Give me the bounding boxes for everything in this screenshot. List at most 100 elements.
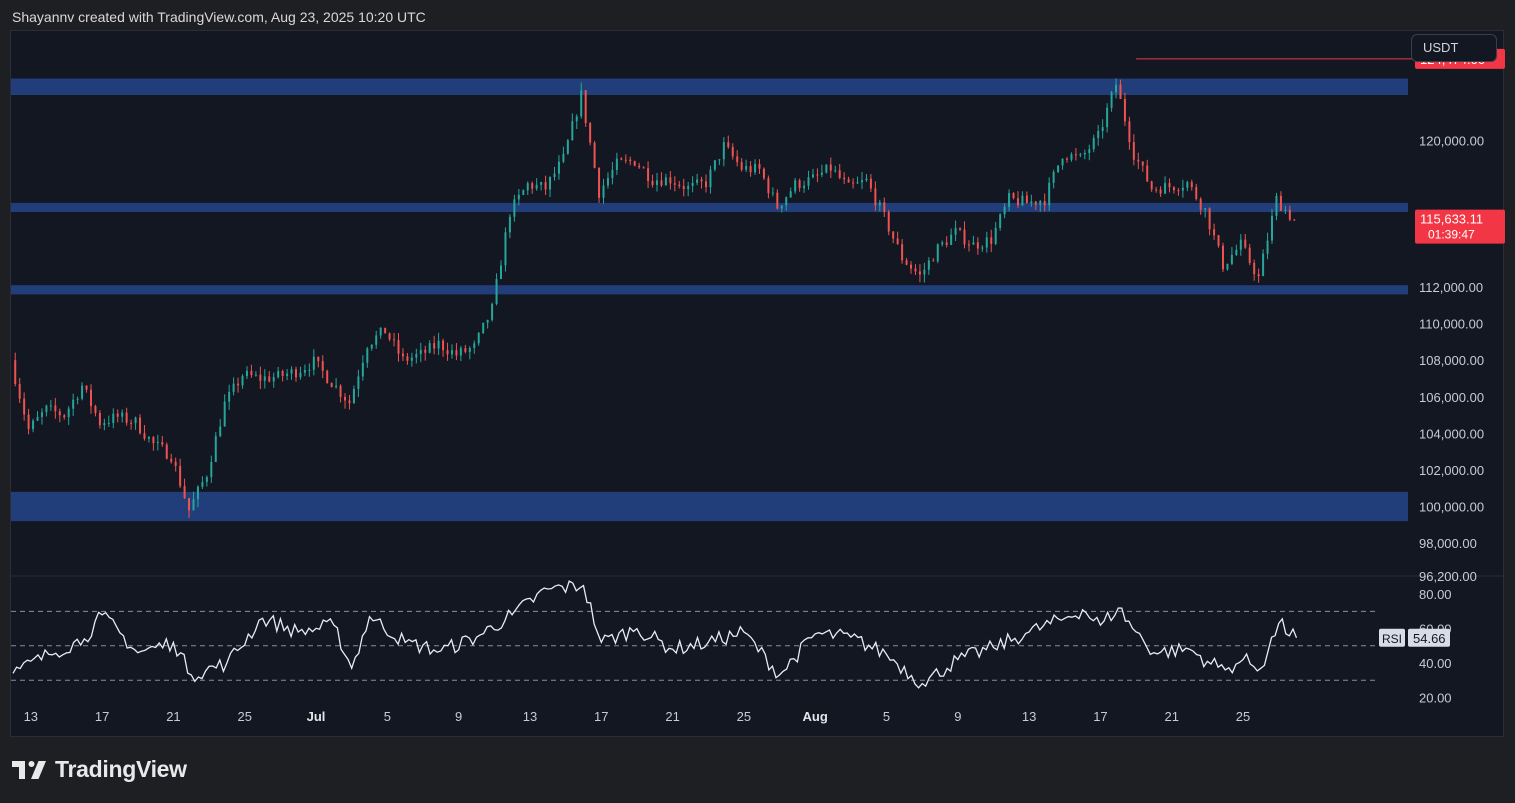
candle-body xyxy=(125,412,128,423)
candle-body xyxy=(344,396,347,401)
candle-body xyxy=(856,182,859,184)
candle-body xyxy=(1137,159,1140,162)
candle-body xyxy=(1150,181,1153,190)
price-axis-tick: 102,000.00 xyxy=(1419,463,1484,478)
price-axis-tick: 110,000.00 xyxy=(1419,317,1483,332)
candle-body xyxy=(1213,229,1216,236)
candle-body xyxy=(375,335,378,345)
candle-body xyxy=(1262,253,1265,277)
candle-body xyxy=(214,436,217,462)
candle-body xyxy=(210,461,213,478)
candle-body xyxy=(874,188,877,206)
candle-body xyxy=(339,385,342,397)
candle-body xyxy=(575,116,578,122)
candle-body xyxy=(170,458,173,462)
candle-body xyxy=(780,205,783,209)
support-resistance-zone[interactable] xyxy=(11,78,1408,96)
support-resistance-zone[interactable] xyxy=(11,202,1408,213)
candle-body xyxy=(335,385,338,388)
candle-body xyxy=(1199,198,1202,210)
candle-body xyxy=(1115,84,1118,93)
candle-body xyxy=(878,202,881,206)
candle-body xyxy=(1168,183,1171,188)
candle-body xyxy=(1039,200,1042,205)
price-axis-tick: 108,000.00 xyxy=(1419,353,1484,368)
candle-body xyxy=(277,370,280,378)
candle-body xyxy=(691,182,694,187)
candle-body xyxy=(517,194,520,200)
price-axis-tick: 120,000.00 xyxy=(1419,134,1484,149)
candle-body xyxy=(1123,98,1126,122)
price-and-rsi-chart[interactable]: 96,200.00 98,000.00 100,000.00 102,000.00 10… xyxy=(11,31,1505,738)
candle-body xyxy=(807,177,810,186)
candle-body xyxy=(887,211,890,232)
candle-body xyxy=(1266,240,1269,254)
chart-panel[interactable]: 96,200.00 98,000.00 100,000.00 102,000.00 10… xyxy=(10,30,1505,738)
candle-body xyxy=(1074,154,1077,156)
candle-body xyxy=(1097,131,1100,139)
rsi-line xyxy=(12,580,1298,689)
candle-body xyxy=(379,327,382,336)
candle-body xyxy=(526,183,529,191)
candle-body xyxy=(1052,172,1055,183)
candle-body xyxy=(745,166,748,170)
candle-body xyxy=(990,237,993,244)
candle-body xyxy=(602,185,605,198)
candle-body xyxy=(544,182,547,190)
candle-body xyxy=(174,461,177,466)
candle-body xyxy=(540,182,543,185)
candle-body xyxy=(1155,189,1158,191)
candle-body xyxy=(268,376,271,382)
candle-body xyxy=(825,164,828,173)
candle-body xyxy=(972,242,975,245)
candle-body xyxy=(1239,239,1242,250)
candle-body xyxy=(361,362,364,377)
candle-body xyxy=(838,170,841,178)
candle-body xyxy=(1288,209,1291,220)
candle-body xyxy=(642,167,645,169)
candle-body xyxy=(237,383,240,386)
candle-body xyxy=(910,264,913,269)
tradingview-brand[interactable]: TradingView xyxy=(12,756,187,783)
candle-body xyxy=(1088,149,1091,153)
candle-body xyxy=(999,214,1002,228)
candle-body xyxy=(161,442,164,445)
support-resistance-zone[interactable] xyxy=(11,285,1408,295)
candle-body xyxy=(455,350,458,356)
candle-body xyxy=(803,185,806,189)
candle-body xyxy=(321,361,324,371)
support-resistance-zone[interactable] xyxy=(11,491,1408,522)
candle-body xyxy=(468,348,471,352)
candle-body xyxy=(985,237,988,248)
rsi-axis-tick: 40.00 xyxy=(1419,656,1452,671)
candle-body xyxy=(852,182,855,184)
candle-body xyxy=(1195,187,1198,199)
candle-body xyxy=(963,229,966,245)
candle-body xyxy=(89,389,92,407)
candle-body xyxy=(932,260,935,262)
candle-body xyxy=(771,192,774,194)
candle-body xyxy=(892,231,895,239)
candle-body xyxy=(263,376,266,381)
time-axis-tick: Jul xyxy=(307,709,326,724)
currency-selector[interactable]: USDT xyxy=(1411,34,1497,62)
candle-body xyxy=(401,353,404,357)
candle-body xyxy=(116,413,119,417)
candle-body xyxy=(85,385,88,390)
candle-body xyxy=(348,400,351,404)
candle-body xyxy=(303,369,306,373)
candle-body xyxy=(424,349,427,353)
candle-body xyxy=(1204,208,1207,210)
candle-body xyxy=(143,433,146,439)
candle-body xyxy=(633,161,636,166)
candle-body xyxy=(370,344,373,349)
candle-body xyxy=(700,179,703,182)
time-axis-tick: 21 xyxy=(166,709,180,724)
candle-body xyxy=(513,199,516,217)
candle-body xyxy=(1226,263,1229,270)
candle-body xyxy=(464,348,467,352)
candle-body xyxy=(1159,189,1162,194)
candle-body xyxy=(713,160,716,170)
candle-body xyxy=(941,242,944,245)
candle-body xyxy=(188,498,191,511)
